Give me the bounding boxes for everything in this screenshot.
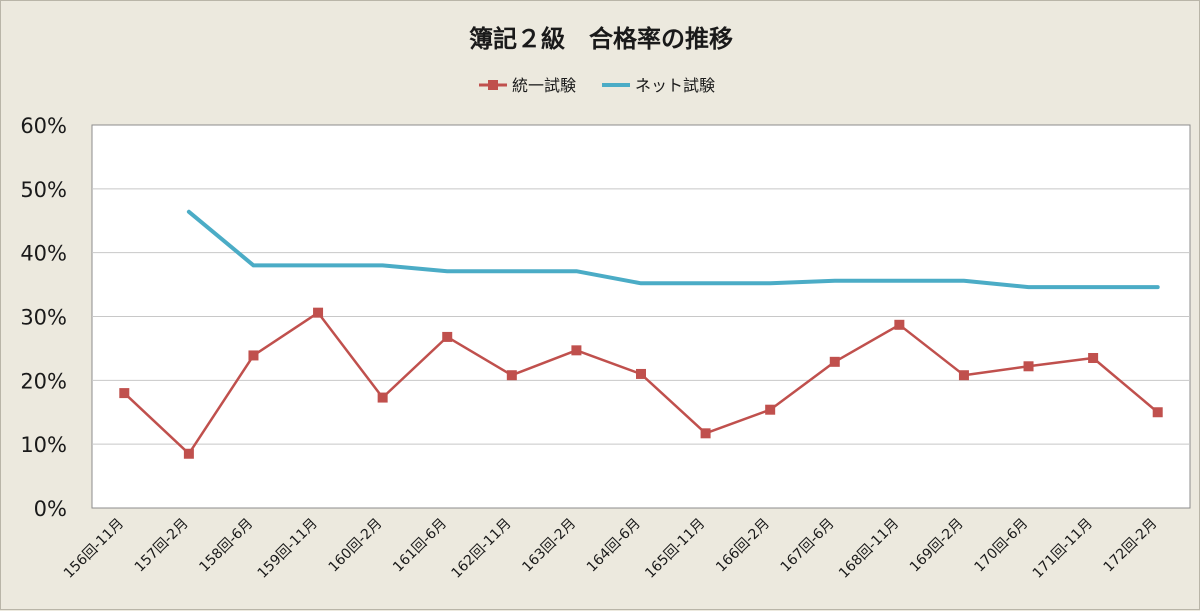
legend-label-series-1: 統一試験	[512, 76, 576, 95]
legend-item-series-1: 統一試験	[479, 76, 576, 95]
y-tick-label: 60%	[20, 114, 67, 138]
x-tick-label: 163回-2月	[519, 516, 579, 576]
y-axis: 0% 10% 20% 30% 40% 50% 60%	[20, 114, 67, 521]
legend: 統一試験 ネット試験	[479, 76, 715, 95]
data-point	[571, 345, 582, 356]
x-tick-label: 166回-2月	[713, 516, 773, 576]
series-line-2	[186, 209, 1160, 290]
x-tick-label: 165回-11月	[642, 516, 708, 582]
y-tick-label: 0%	[34, 497, 67, 521]
legend-item-series-2: ネット試験	[602, 76, 715, 95]
data-point	[1088, 352, 1099, 363]
y-tick-label: 50%	[20, 178, 67, 202]
legend-label-series-2: ネット試験	[635, 76, 715, 95]
data-point	[636, 368, 646, 379]
chart-title: 簿記２級 合格率の推移	[469, 25, 733, 53]
data-point	[700, 428, 711, 439]
data-point	[829, 356, 840, 367]
x-tick-label: 172回-2月	[1101, 516, 1161, 576]
x-tick-label: 160回-2月	[326, 516, 386, 576]
y-tick-label: 40%	[20, 242, 67, 266]
x-tick-label: 164回-6月	[584, 516, 644, 576]
x-tick-label: 167回-6月	[778, 516, 838, 576]
x-tick-label: 171回-11月	[1030, 516, 1096, 582]
gridlines	[92, 188, 1190, 445]
x-tick-label: 169回-2月	[907, 516, 967, 576]
x-tick-label: 156回-11月	[61, 516, 127, 582]
data-point	[958, 370, 969, 381]
data-point	[248, 350, 259, 361]
x-tick-label: 170回-6月	[971, 516, 1031, 576]
data-point	[1152, 407, 1163, 418]
data-point	[313, 307, 324, 318]
y-tick-label: 30%	[20, 306, 67, 330]
x-tick-label: 158回-6月	[196, 516, 256, 576]
data-point	[1023, 361, 1034, 372]
series-markers	[119, 307, 1163, 459]
x-tick-label: 161回-6月	[390, 516, 450, 576]
x-tick-label: 162回-11月	[448, 516, 514, 582]
legend-marker-series-1	[488, 80, 498, 90]
data-point	[119, 388, 130, 399]
y-tick-label: 10%	[20, 433, 67, 457]
data-point	[442, 331, 453, 342]
data-point	[765, 404, 776, 415]
data-point	[183, 448, 194, 459]
data-point	[506, 370, 517, 381]
x-tick-label: 168回-11月	[836, 516, 902, 582]
y-tick-label: 20%	[20, 369, 67, 393]
data-point	[377, 392, 388, 403]
x-tick-label: 157回-2月	[132, 516, 192, 576]
x-tick-label: 159回-11月	[255, 516, 321, 582]
data-point	[894, 319, 905, 330]
